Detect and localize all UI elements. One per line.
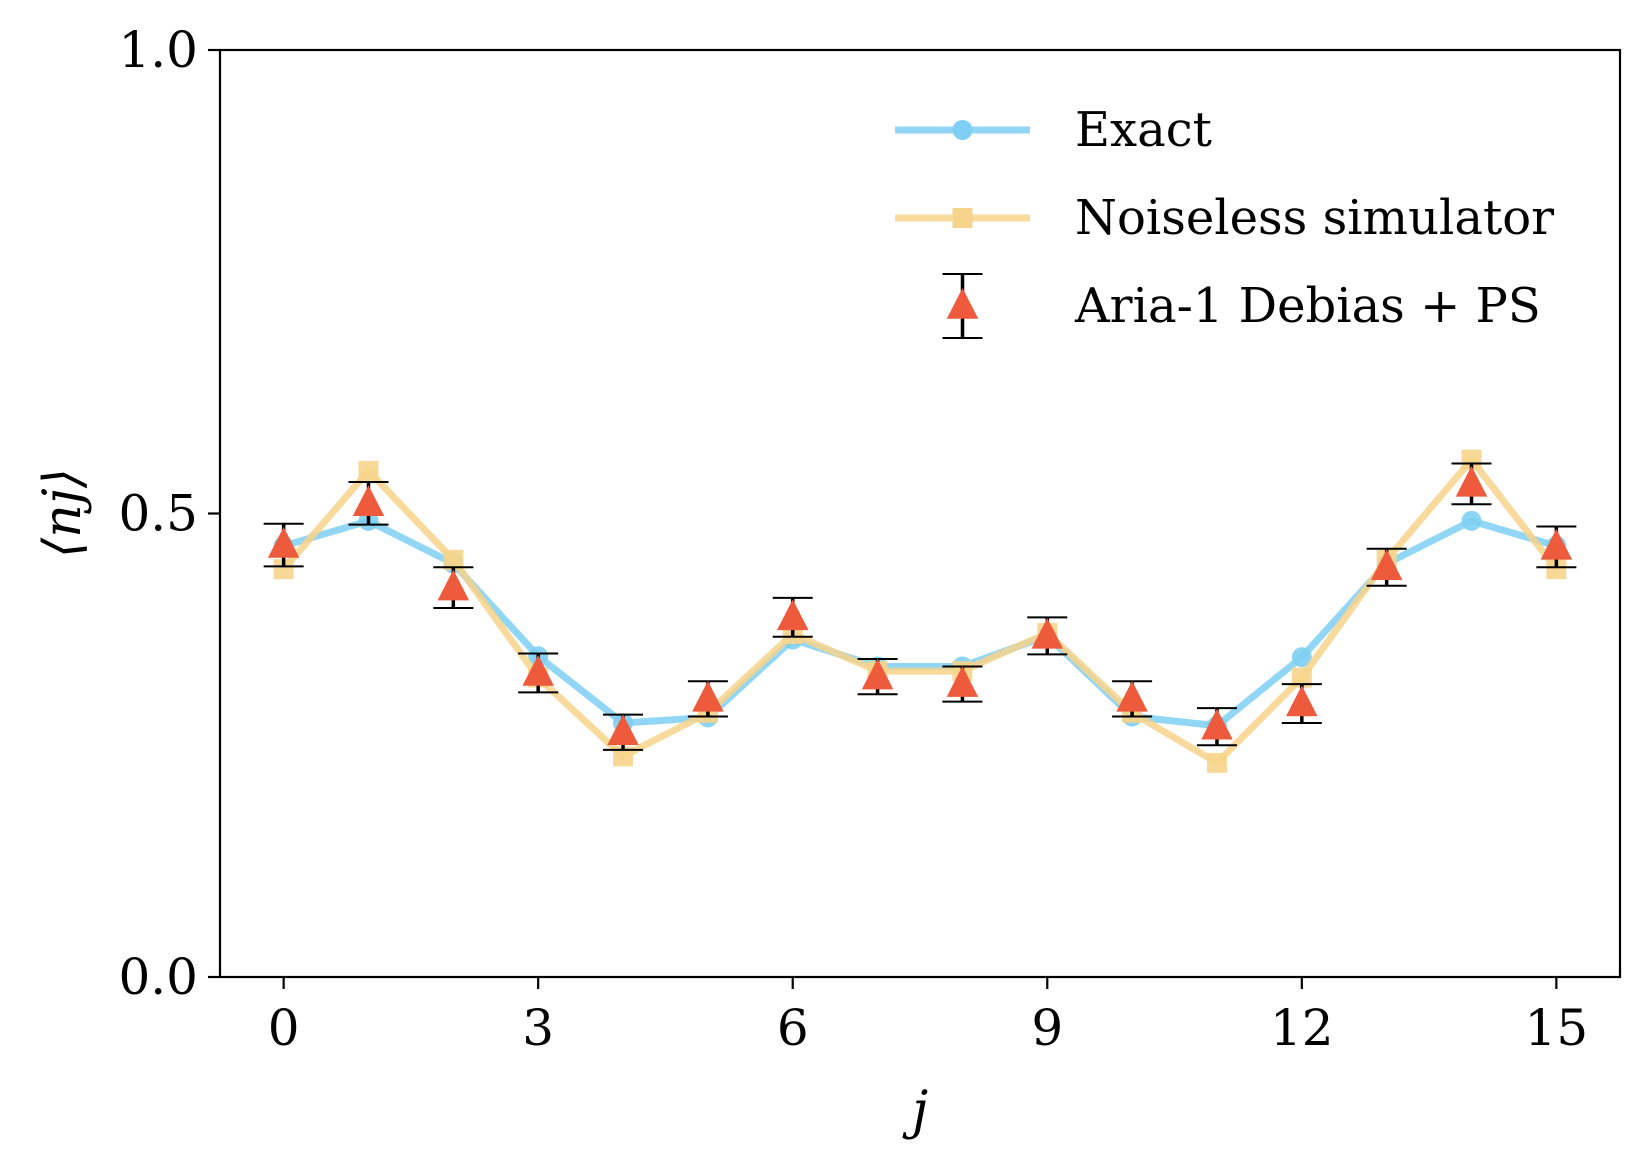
data-point (692, 680, 724, 712)
data-point (1291, 647, 1312, 668)
series-layer (263, 449, 1577, 773)
data-point (1031, 617, 1064, 649)
data-point (437, 569, 470, 601)
legend-swatch-marker (952, 120, 973, 140)
axis-layer: 0 3 6 9 12 15 0.0 0.5 1.0 (118, 21, 1588, 1057)
legend: Exact Noiseless simulator Aria-1 Debias + … (895, 102, 1554, 339)
data-point (358, 460, 379, 481)
data-point (1461, 449, 1482, 470)
series-1 (273, 449, 1567, 773)
data-point (1540, 528, 1573, 560)
y-tick-label: 1.0 (118, 21, 198, 79)
legend-label: Aria-1 Debias + PS (1074, 278, 1541, 334)
x-tick-label: 15 (1525, 999, 1589, 1057)
legend-swatch-marker (952, 208, 973, 228)
x-tick-label: 12 (1270, 999, 1334, 1057)
legend-label: Noiseless simulator (1075, 190, 1554, 246)
data-point (1286, 685, 1318, 717)
series-line (282, 517, 1558, 730)
legend-entry: Noiseless simulator (895, 190, 1554, 246)
legend-label: Exact (1075, 102, 1212, 158)
data-point (1546, 559, 1567, 580)
data-point (522, 654, 554, 686)
data-point (861, 658, 894, 690)
legend-swatch-marker (946, 288, 979, 319)
y-axis-label: ⟨nj⟩ (33, 468, 93, 558)
series-0 (273, 510, 1567, 736)
series-line (280, 456, 1560, 767)
data-point (1116, 680, 1148, 712)
data-point (1206, 752, 1227, 773)
y-tick-label: 0.0 (118, 948, 198, 1006)
x-tick-label: 6 (777, 999, 809, 1057)
data-point (443, 549, 464, 570)
data-point (273, 559, 294, 580)
data-point (1291, 667, 1312, 688)
series-2 (263, 462, 1577, 751)
y-tick-label: 0.5 (118, 485, 198, 543)
x-tick-label: 9 (1031, 999, 1063, 1057)
data-point (1461, 510, 1482, 531)
legend-entry: Exact (895, 102, 1212, 158)
data-point (946, 666, 979, 697)
x-tick-label: 0 (268, 999, 300, 1057)
data-point (613, 746, 634, 767)
x-tick-label: 3 (522, 999, 554, 1057)
data-point (352, 485, 385, 517)
legend-entry: Aria-1 Debias + PS (942, 273, 1541, 339)
data-point (1201, 708, 1233, 740)
x-axis-label: j (902, 1081, 928, 1141)
data-point (776, 599, 809, 631)
data-point (1370, 549, 1403, 581)
data-point (1455, 465, 1488, 497)
data-point (607, 714, 639, 746)
data-point (267, 527, 300, 558)
